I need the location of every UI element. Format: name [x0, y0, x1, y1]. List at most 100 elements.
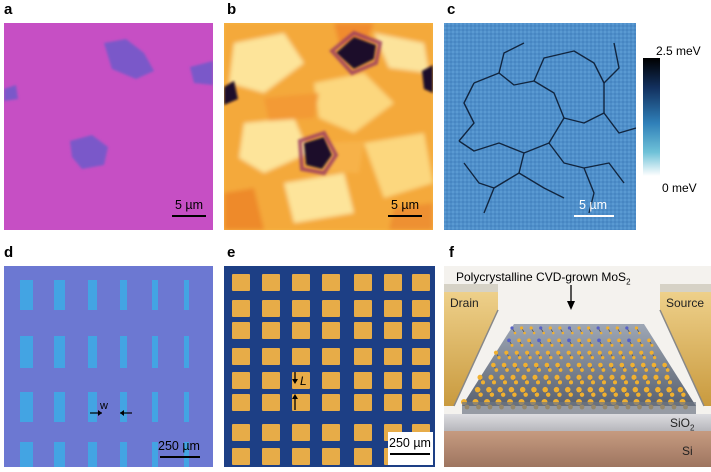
- lattice-atom: [621, 386, 627, 393]
- lattice-atom: [554, 374, 560, 380]
- lattice-atom: [505, 368, 509, 372]
- channel-strip: [184, 280, 189, 310]
- channel-strip: [184, 442, 189, 467]
- lattice-atom: [628, 331, 632, 335]
- lattice-atom: [510, 326, 514, 330]
- lattice-atom: [632, 386, 639, 393]
- lattice-atom: [491, 380, 497, 385]
- flake-shape: [70, 135, 108, 169]
- channel-shadow: [462, 402, 696, 414]
- lattice-atom: [612, 368, 616, 372]
- lattice-atom: [540, 343, 544, 347]
- scalebar-c-bar: [574, 215, 614, 217]
- lattice-atom: [517, 338, 521, 343]
- channel-strip: [152, 442, 158, 467]
- scalebar-a-label: 5 µm: [175, 198, 204, 212]
- lattice-atom: [550, 343, 554, 347]
- width-arrows: [90, 410, 132, 416]
- lattice-atom: [561, 331, 565, 335]
- lattice-atom: [499, 374, 505, 380]
- contact-pad: [262, 372, 280, 389]
- contact-pad: [262, 274, 280, 291]
- channel-strip: [20, 392, 33, 422]
- lattice-atom: [602, 392, 607, 397]
- scalebar-b-bar: [388, 215, 422, 217]
- grain-boundary: [473, 72, 565, 119]
- lattice-atom: [535, 350, 540, 355]
- contact-pad: [384, 394, 402, 411]
- lattice-atom: [587, 374, 593, 380]
- lattice-atom: [587, 386, 594, 393]
- grain-boundary: [533, 50, 605, 113]
- lattice-atom: [630, 343, 634, 347]
- lattice-atom: [681, 392, 686, 397]
- lattice-atom: [619, 331, 622, 335]
- flake-shape: [190, 61, 213, 85]
- lattice-atom: [515, 368, 520, 372]
- lattice-atom: [558, 326, 562, 330]
- lattice-atom: [644, 368, 649, 372]
- flake-shape: [104, 39, 154, 79]
- contact-pad: [354, 394, 372, 411]
- lattice-atom: [598, 362, 603, 368]
- lattice-atom: [579, 392, 585, 397]
- lattice-atom: [601, 356, 605, 360]
- lattice-atom: [647, 338, 651, 343]
- contact-pad: [292, 448, 310, 465]
- lattice-atom: [568, 380, 574, 385]
- contact-pad: [262, 394, 280, 411]
- grain-boundary: [463, 162, 495, 189]
- lattice-atom: [669, 392, 675, 397]
- grain-boundary: [458, 140, 525, 154]
- lattice-atom: [607, 338, 611, 343]
- lattice-atom: [645, 380, 651, 385]
- lattice-atom: [623, 380, 629, 385]
- lattice-atom: [667, 380, 673, 385]
- dark-flake: [304, 137, 332, 169]
- lattice-atom: [633, 368, 638, 372]
- pl-region: [364, 133, 433, 198]
- lattice-atom: [527, 338, 531, 343]
- lattice-atom: [557, 380, 563, 385]
- lattice-atom: [590, 331, 593, 335]
- contact-pad: [322, 372, 340, 389]
- contact-pad: [412, 274, 430, 291]
- scalebar-c-label: 5 µm: [579, 198, 608, 212]
- lattice-atom: [664, 374, 670, 380]
- lattice-atom: [631, 374, 637, 380]
- scalebar-e-label: 250 µm: [389, 436, 431, 450]
- substrate-label: Si: [682, 444, 693, 458]
- scalebar-d: 250 µm: [158, 440, 200, 464]
- lattice-atom: [504, 350, 509, 355]
- pl-region: [229, 33, 304, 93]
- contact-pad: [384, 300, 402, 317]
- lattice-atom: [587, 362, 593, 368]
- lattice-atom: [513, 331, 517, 335]
- colorbar-max-label: 2.5 meV: [656, 44, 701, 58]
- channel-strip: [20, 280, 33, 310]
- channel-strip: [152, 336, 158, 368]
- lattice-atom: [634, 326, 639, 330]
- contact-pad: [384, 348, 402, 365]
- lattice-atom: [569, 368, 574, 372]
- lattice-atom: [599, 331, 603, 335]
- lattice-atom: [568, 392, 573, 397]
- contact-pad: [232, 394, 250, 411]
- lattice-atom: [526, 368, 531, 372]
- lattice-atom: [580, 368, 584, 372]
- panel-e-device-array: L 250 µm: [224, 266, 435, 467]
- lattice-atom: [519, 386, 526, 393]
- lattice-atom: [598, 386, 605, 393]
- channel-strip: [20, 336, 33, 368]
- lattice-atom: [587, 338, 591, 343]
- panel-label-c: c: [447, 1, 456, 18]
- drain-contact: [444, 292, 498, 406]
- contact-pad: [232, 322, 250, 339]
- scalebar-e: 250 µm: [389, 436, 431, 461]
- oxide-layer: [444, 414, 711, 431]
- lattice-atom: [534, 392, 540, 397]
- lattice-atom: [580, 331, 584, 335]
- lattice-atom: [507, 356, 512, 360]
- lattice-atom: [576, 386, 582, 393]
- lattice-atom: [497, 386, 503, 393]
